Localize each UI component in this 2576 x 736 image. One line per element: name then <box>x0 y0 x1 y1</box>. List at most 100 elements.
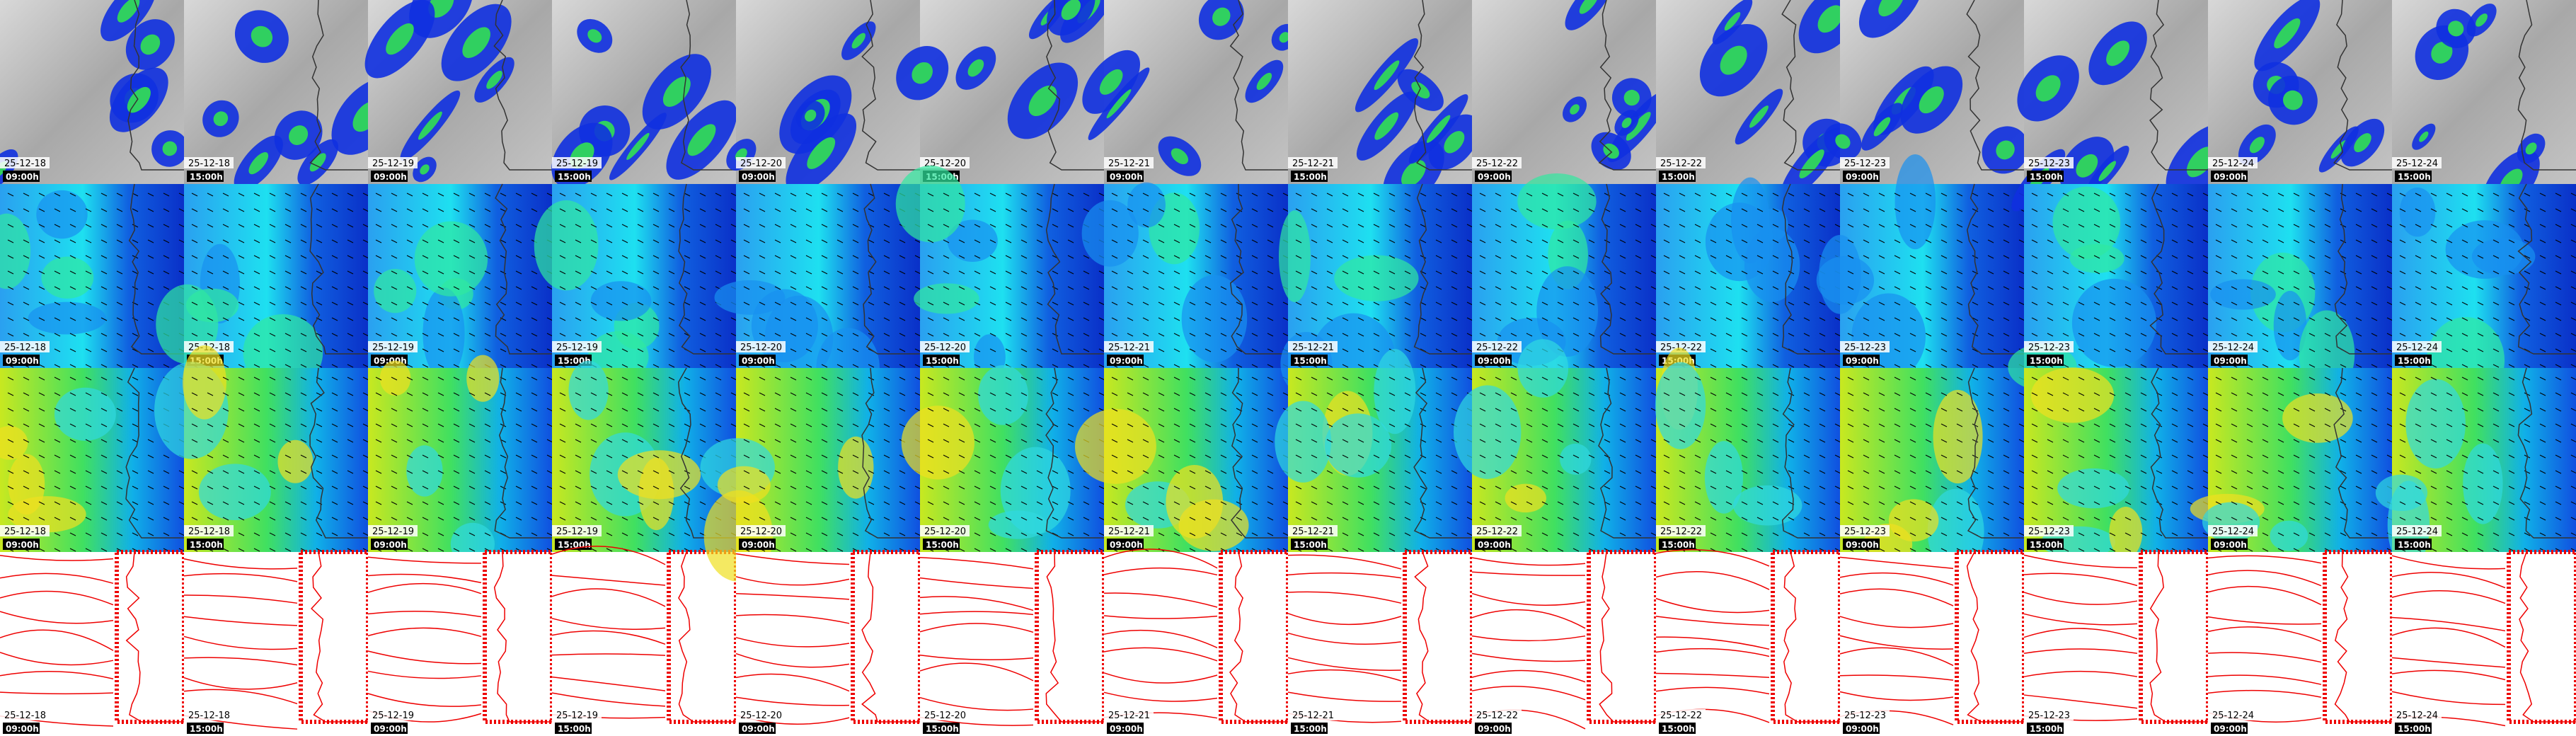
wind-arrow <box>546 408 553 412</box>
wind-arrow <box>1604 364 1611 368</box>
wind-arrow <box>730 255 737 259</box>
wind-arrow <box>883 408 890 412</box>
wind-arrow <box>1127 208 1134 212</box>
wind-arrow <box>1420 423 1427 427</box>
wind-arrow <box>132 333 139 337</box>
wind-arrow <box>1741 501 1748 505</box>
date-bg <box>1656 709 1706 720</box>
wind-arrow <box>805 192 812 197</box>
wind-arrow <box>2293 501 2300 505</box>
wind-arrow <box>684 454 691 459</box>
wind-arrow <box>1541 376 1548 381</box>
wind-arrow <box>1526 423 1533 427</box>
wind-arrow <box>1479 470 1486 474</box>
wind-arrow <box>1142 224 1149 228</box>
wind-arrow <box>943 439 950 443</box>
wind-arrow <box>2262 454 2269 459</box>
wind-arrow <box>2446 286 2453 290</box>
wind-arrow <box>668 333 675 337</box>
wind-arrow <box>2003 517 2010 521</box>
wind-arrow <box>821 439 828 443</box>
wind-arrow <box>1083 192 1090 197</box>
wind-arrow <box>1635 192 1642 197</box>
wind-arrow <box>1803 439 1810 443</box>
wind-arrow <box>422 270 429 275</box>
wind-arrow <box>852 532 859 536</box>
wind-arrow <box>2031 208 2038 212</box>
wind-arrow <box>1495 224 1502 228</box>
wind-arrow <box>621 255 628 259</box>
wind-arrow <box>1619 192 1626 197</box>
wind-arrow <box>1834 532 1841 536</box>
wind-arrow <box>730 348 737 352</box>
coastline <box>861 551 920 723</box>
wind-arrow <box>1710 270 1717 275</box>
wind-arrow <box>821 532 828 536</box>
date-label: 25-12-19 <box>556 343 598 353</box>
wind-arrow <box>515 208 522 212</box>
wind-arrow <box>883 517 890 521</box>
wind-arrow <box>652 439 660 443</box>
date-bg <box>0 709 50 720</box>
wind-arrow <box>2262 532 2269 536</box>
wind-arrow <box>974 470 981 474</box>
wind-arrow <box>2124 548 2132 552</box>
wind-arrow <box>1650 532 1657 536</box>
wind-arrow <box>1863 192 1870 197</box>
isobar <box>1471 592 1586 606</box>
field-patch <box>374 268 417 314</box>
wind-arrow <box>422 239 429 243</box>
wind-arrow <box>2215 239 2222 243</box>
wind-arrow <box>974 333 981 337</box>
wind-arrow <box>38 286 45 290</box>
wind-arrow <box>699 485 706 490</box>
wind-arrow <box>637 270 644 275</box>
wind-arrow <box>2018 239 2025 243</box>
wind-arrow <box>69 192 76 197</box>
wind-arrow <box>1541 192 1548 197</box>
wind-arrow <box>1005 485 1012 490</box>
wind-arrow <box>54 548 61 552</box>
wind-arrow <box>2492 333 2500 337</box>
date-label: 25-12-18 <box>188 711 230 721</box>
wind-arrow <box>1987 301 1994 306</box>
wind-arrow <box>1158 224 1165 228</box>
wind-arrow <box>575 301 582 306</box>
wind-arrow <box>927 470 934 474</box>
wind-arrow <box>2156 317 2163 321</box>
precip-core <box>386 23 414 55</box>
wind-arrow <box>1357 224 1364 228</box>
wind-arrow <box>132 485 139 490</box>
isobar <box>2023 694 2138 709</box>
wind-arrow <box>1142 301 1149 306</box>
wind-arrow <box>132 532 139 536</box>
wind-arrow <box>1788 192 1795 197</box>
wind-arrow <box>391 392 398 396</box>
wind-arrow <box>1311 454 1318 459</box>
wind-arrow <box>2461 208 2468 212</box>
wind-arrow <box>1863 301 1870 306</box>
wind-arrow <box>1404 301 1411 306</box>
wind-arrow <box>207 376 214 381</box>
wind-arrow <box>2156 348 2163 352</box>
wind-arrow <box>774 376 781 381</box>
wind-arrow <box>2215 208 2222 212</box>
wind-arrow <box>1189 454 1196 459</box>
wind-arrow <box>1834 439 1841 443</box>
wind-arrow <box>69 348 76 352</box>
wind-arrow <box>2262 517 2269 521</box>
wind-arrow <box>1036 317 1043 321</box>
wind-arrow <box>2355 439 2362 443</box>
wind-arrow <box>453 224 460 228</box>
wind-arrow <box>2047 517 2054 521</box>
wind-arrow <box>1236 224 1243 228</box>
wind-arrow <box>1956 333 1963 337</box>
wind-arrow <box>191 392 198 396</box>
wind-arrow <box>1220 333 1227 337</box>
wind-arrow <box>1863 501 1870 505</box>
precip-core <box>1256 72 1272 91</box>
precip-core <box>1099 69 1123 95</box>
date-label: 25-12-18 <box>4 159 46 169</box>
wind-arrow <box>2415 408 2422 412</box>
